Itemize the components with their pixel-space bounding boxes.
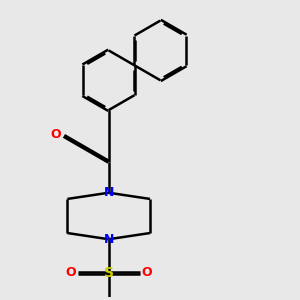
Text: N: N [103,186,114,199]
Text: O: O [51,128,62,141]
Text: O: O [65,266,76,279]
Text: N: N [103,233,114,246]
Text: S: S [104,266,114,280]
Text: O: O [142,266,152,279]
